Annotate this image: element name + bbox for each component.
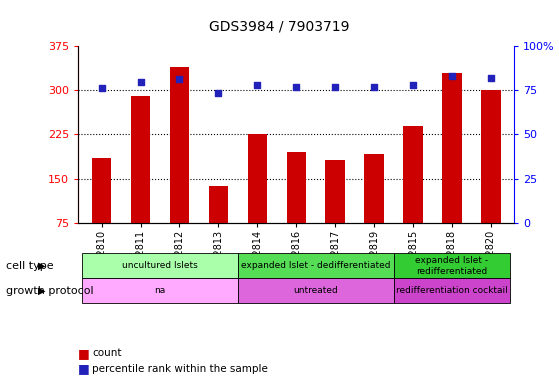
- Text: ▶: ▶: [38, 261, 46, 271]
- Text: count: count: [92, 348, 122, 358]
- Bar: [481, 90, 501, 267]
- Point: [448, 73, 457, 79]
- Text: cell type: cell type: [6, 261, 53, 271]
- Text: expanded Islet -
redifferentiated: expanded Islet - redifferentiated: [415, 256, 489, 276]
- Point: [136, 79, 145, 85]
- Text: ■: ■: [78, 362, 90, 375]
- Point: [369, 84, 378, 90]
- Point: [214, 90, 223, 96]
- Text: GDS3984 / 7903719: GDS3984 / 7903719: [209, 19, 350, 33]
- Text: uncultured Islets: uncultured Islets: [122, 262, 198, 270]
- Point: [253, 82, 262, 88]
- Text: untreated: untreated: [293, 286, 338, 295]
- Point: [97, 84, 106, 91]
- Point: [331, 84, 340, 90]
- Bar: [209, 185, 228, 267]
- Text: ■: ■: [78, 347, 90, 360]
- Text: na: na: [154, 286, 165, 295]
- Point: [292, 84, 301, 90]
- Text: percentile rank within the sample: percentile rank within the sample: [92, 364, 268, 374]
- Point: [409, 82, 418, 88]
- Bar: [170, 67, 189, 267]
- Text: expanded Islet - dedifferentiated: expanded Islet - dedifferentiated: [241, 262, 391, 270]
- Bar: [442, 73, 462, 267]
- Bar: [248, 134, 267, 267]
- Bar: [404, 126, 423, 267]
- Bar: [364, 154, 384, 267]
- Bar: [131, 96, 150, 267]
- Text: growth protocol: growth protocol: [6, 286, 93, 296]
- Text: ▶: ▶: [38, 286, 46, 296]
- Bar: [287, 152, 306, 267]
- Point: [486, 75, 495, 81]
- Bar: [325, 160, 345, 267]
- Bar: [92, 158, 111, 267]
- Text: redifferentiation cocktail: redifferentiation cocktail: [396, 286, 508, 295]
- Point: [175, 76, 184, 82]
